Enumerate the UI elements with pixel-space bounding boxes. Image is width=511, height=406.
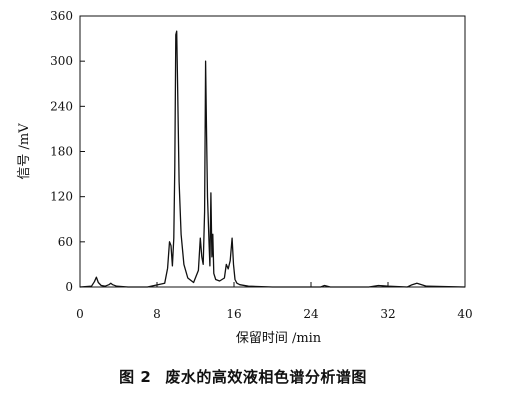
x-tick-label: 16 <box>226 307 241 321</box>
y-tick-label: 120 <box>50 190 73 204</box>
y-tick-label: 180 <box>50 145 73 159</box>
y-axis-title: 信号 /mV <box>17 123 32 180</box>
figure-title: 废水的高效液相色谱分析谱图 <box>165 368 367 386</box>
x-axis-title: 保留时间 /min <box>236 331 322 346</box>
y-tick-label: 60 <box>58 235 73 249</box>
chromatogram-chart: 0 60 120 180 240 300 360 0 8 16 24 32 40 保留时间 /min 信号 … <box>17 9 473 346</box>
x-tick-label: 0 <box>76 307 84 321</box>
figure-number: 图 2 <box>119 368 152 386</box>
figure-caption: 图 2 废水的高效液相色谱分析谱图 <box>0 366 486 387</box>
plot-frame <box>79 15 466 288</box>
x-tick-label: 8 <box>153 307 161 321</box>
x-tick-label: 32 <box>380 307 395 321</box>
y-tick-label: 0 <box>65 280 73 294</box>
series-line <box>79 30 466 288</box>
x-tick-label: 40 <box>457 307 472 321</box>
y-tick-label: 240 <box>50 99 73 113</box>
y-tick-label: 300 <box>50 54 73 68</box>
y-tick-label: 360 <box>50 9 73 23</box>
x-tick-label: 24 <box>303 307 319 321</box>
